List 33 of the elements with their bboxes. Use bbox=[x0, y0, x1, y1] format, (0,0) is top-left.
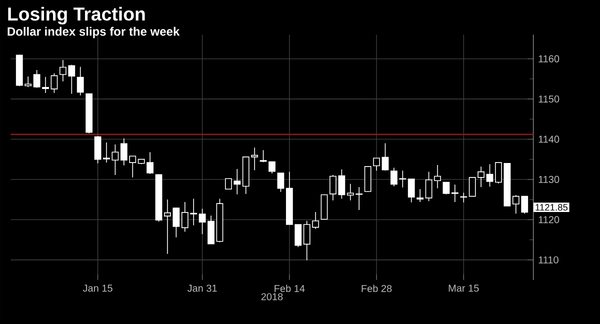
y-tick-label: 1130 bbox=[538, 176, 560, 183]
candlestick bbox=[103, 142, 110, 163]
candlestick bbox=[416, 188, 424, 202]
candlestick bbox=[260, 150, 267, 163]
x-tick-label: Feb 14 bbox=[274, 284, 305, 292]
candlestick bbox=[382, 142, 389, 171]
x-tick-label: Feb 28 bbox=[362, 284, 392, 292]
text: 1121.85 bbox=[536, 204, 568, 211]
y-tick-label: 1150 bbox=[538, 95, 560, 103]
candlestick bbox=[442, 182, 450, 195]
y-tick-label: 1160 bbox=[538, 55, 560, 62]
chart-subtitle: Dollar index slips for the week bbox=[8, 26, 180, 38]
candlestick bbox=[408, 178, 415, 203]
candlestick bbox=[112, 144, 119, 176]
candlestick bbox=[460, 192, 468, 203]
y-tick-label: 1120 bbox=[538, 216, 560, 224]
candlestick bbox=[373, 158, 380, 171]
candlestick bbox=[434, 164, 441, 189]
candlestick bbox=[486, 164, 494, 188]
candlestick bbox=[277, 172, 284, 192]
x-tick-label: Jan 15 bbox=[82, 284, 112, 292]
chart-title: Losing Traction bbox=[8, 6, 145, 24]
y-tick-label: 1110 bbox=[538, 256, 558, 264]
candlestick bbox=[50, 72, 58, 94]
candlestick bbox=[268, 160, 276, 174]
candlestick bbox=[425, 171, 432, 202]
y-tick-label: 1140 bbox=[538, 136, 560, 143]
x-axis-title: 2018 bbox=[261, 293, 283, 300]
candlestick bbox=[76, 66, 84, 96]
candlestick bbox=[94, 136, 102, 164]
x-tick-label: Jan 31 bbox=[187, 284, 217, 292]
x-tick-label: Mar 15 bbox=[448, 284, 479, 292]
candlestick bbox=[451, 184, 458, 202]
